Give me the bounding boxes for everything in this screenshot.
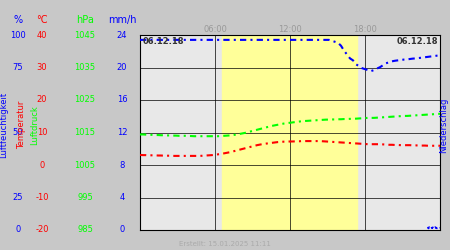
Text: 75: 75: [13, 63, 23, 72]
Text: 1015: 1015: [75, 128, 95, 137]
Text: 24: 24: [117, 30, 127, 40]
Text: mm/h: mm/h: [108, 15, 136, 25]
Text: 12:00: 12:00: [278, 25, 302, 34]
Text: 0: 0: [15, 226, 21, 234]
Text: 12: 12: [117, 128, 127, 137]
Text: Erstellt: 15.01.2025 11:11: Erstellt: 15.01.2025 11:11: [179, 242, 271, 248]
Text: Luftdruck: Luftdruck: [31, 105, 40, 145]
Text: Niederschlag: Niederschlag: [439, 97, 448, 153]
Text: 06.12.18: 06.12.18: [142, 38, 184, 46]
Text: -20: -20: [35, 226, 49, 234]
Text: -10: -10: [35, 193, 49, 202]
Text: %: %: [14, 15, 22, 25]
Text: 18:00: 18:00: [353, 25, 377, 34]
Text: 1025: 1025: [75, 96, 95, 104]
Text: 1005: 1005: [75, 160, 95, 170]
Text: 20: 20: [117, 63, 127, 72]
Text: 1045: 1045: [75, 30, 95, 40]
Text: 25: 25: [13, 193, 23, 202]
Text: 06:00: 06:00: [203, 25, 227, 34]
Text: 16: 16: [117, 96, 127, 104]
Text: 8: 8: [119, 160, 125, 170]
Text: 06.12.18: 06.12.18: [396, 38, 438, 46]
Text: 1035: 1035: [74, 63, 95, 72]
Text: 30: 30: [37, 63, 47, 72]
Bar: [221, 35, 356, 230]
Text: 40: 40: [37, 30, 47, 40]
Text: Temperatur: Temperatur: [17, 101, 26, 149]
Text: 50: 50: [13, 128, 23, 137]
Text: 985: 985: [77, 226, 93, 234]
Text: 100: 100: [10, 30, 26, 40]
Text: 20: 20: [37, 96, 47, 104]
Text: 10: 10: [37, 128, 47, 137]
Text: 0: 0: [119, 226, 125, 234]
Text: hPa: hPa: [76, 15, 94, 25]
Text: Luftfeuchtigkeit: Luftfeuchtigkeit: [0, 92, 8, 158]
Text: 0: 0: [40, 160, 45, 170]
Text: °C: °C: [36, 15, 48, 25]
Text: 4: 4: [119, 193, 125, 202]
Text: 995: 995: [77, 193, 93, 202]
